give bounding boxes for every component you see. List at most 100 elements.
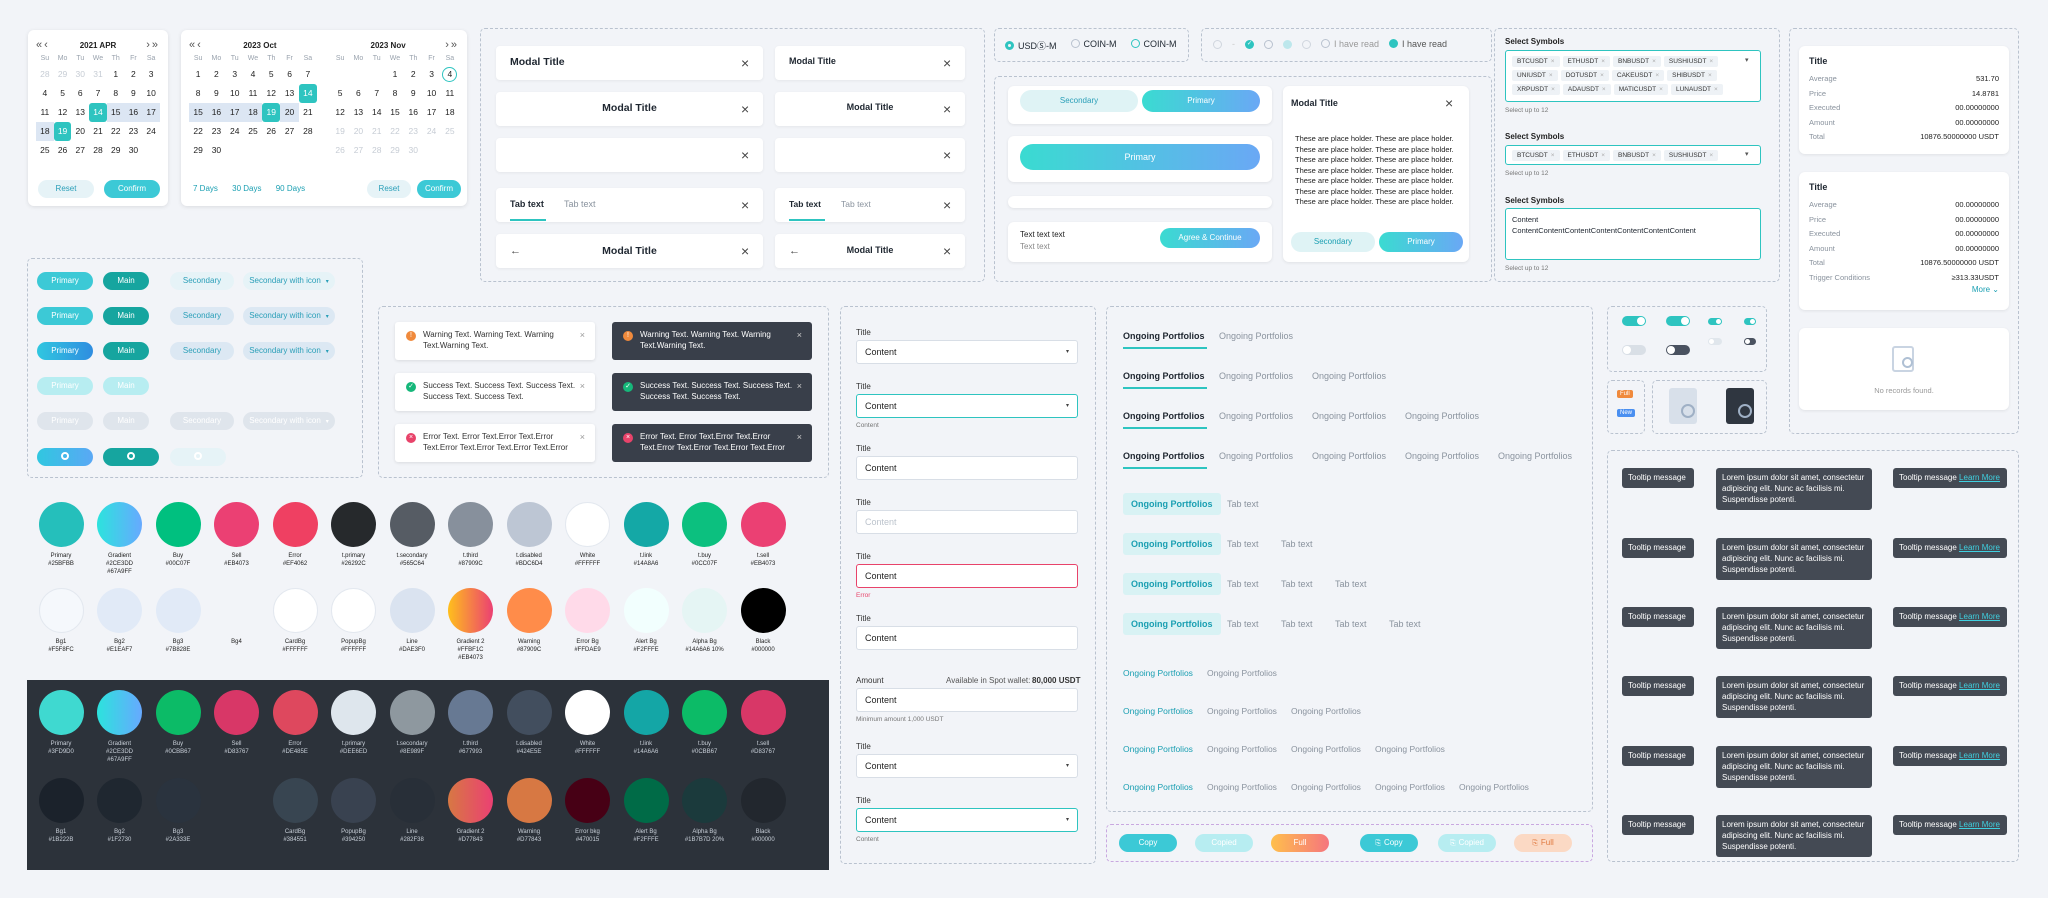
learn-more-link[interactable]: Learn More [1959,543,2000,552]
chip-close-icon[interactable]: × [1659,86,1663,93]
calendar-day[interactable]: 10 [229,88,240,98]
toggle-switch[interactable] [1666,316,1690,326]
calendar-day[interactable]: 2 [214,69,219,79]
calendar-day[interactable]: 11 [40,107,50,117]
calendar-day[interactable]: 28 [371,145,382,155]
tab-ongoing-portfolios[interactable]: Ongoing Portfolios [1312,371,1387,381]
chip-close-icon[interactable]: × [1550,152,1555,159]
calendar-day[interactable]: 13 [353,107,364,117]
symbol-chip[interactable]: BTCUSDT × [1512,56,1560,67]
symbol-chip[interactable]: BTCUSDT × [1512,150,1560,161]
toggle-switch[interactable] [1744,318,1756,325]
copy-button[interactable]: Copied [1195,834,1253,852]
chip-close-icon[interactable]: × [1600,72,1604,79]
tab-ongoing-portfolios[interactable]: Ongoing Portfolios [1312,451,1387,461]
calendar-day[interactable]: 6 [77,88,83,98]
close-icon[interactable]: × [943,147,952,163]
symbol-chip[interactable]: CAKEUSDT × [1611,70,1665,81]
calendar-day[interactable]: 18 [36,122,54,141]
primary-button[interactable]: Primary [37,412,93,430]
calendar-day[interactable]: 10 [146,88,156,98]
tab-ongoing-portfolios[interactable]: Ongoing Portfolios [1123,706,1193,716]
calendar-day[interactable]: 7 [95,88,101,98]
calendar-day[interactable]: 28 [303,126,313,136]
calendar-day[interactable]: 19 [262,103,281,122]
calendar-day[interactable]: 9 [214,88,219,98]
tab-text[interactable]: Tab text [1227,539,1259,549]
calendar-day[interactable]: 3 [429,69,434,79]
chip-close-icon[interactable]: × [1714,86,1718,93]
chip-close-icon[interactable]: × [1548,72,1553,79]
calendar-day[interactable]: 7 [374,88,380,98]
multi-select-2[interactable]: BTCUSDT × ETHUSDT × BNBUSDT × SUSHIUSDT × [1505,145,1761,165]
next-year-icon[interactable]: ›» [146,39,160,51]
next-year-icon[interactable]: ›» [445,39,459,51]
text-input[interactable]: Content [856,456,1078,480]
close-icon[interactable]: × [741,243,750,259]
calendar-day[interactable]: 18 [243,103,263,122]
multi-select-1[interactable]: BTCUSDT × ETHUSDT × BNBUSDT × SUSHIUSDT ×UNIUSD… [1505,50,1761,102]
quick-30-days[interactable]: 30 Days [232,184,262,193]
symbol-chip[interactable]: SUSHIUSDT × [1663,150,1719,161]
arrow-left-icon[interactable]: ← [510,245,521,257]
secondary-with-icon-button[interactable]: Secondary with icon ▾ [243,342,335,360]
calendar-day[interactable]: 5 [60,88,65,98]
close-icon[interactable]: × [796,330,802,340]
calendar-day[interactable]: 23 [408,126,419,136]
symbol-chip[interactable]: DOTUSDT × [1560,70,1609,81]
text-input[interactable]: Content [856,688,1078,712]
tab-ongoing-portfolios[interactable]: Ongoing Portfolios [1123,371,1205,381]
radio-coin-m[interactable]: COIN-M [1070,39,1117,52]
calendar-day[interactable]: 17 [426,107,437,117]
calendar-day[interactable]: 14 [371,107,382,117]
close-icon[interactable]: × [943,55,952,71]
calendar-day[interactable]: 20 [75,126,86,136]
calendar-day[interactable]: 29 [390,145,400,155]
arrow-left-icon[interactable]: ← [789,245,800,257]
secondary-button[interactable]: Secondary [170,412,234,430]
chip-close-icon[interactable]: × [1709,58,1714,65]
calendar-day[interactable]: 26 [335,145,345,155]
tab-ongoing-portfolios[interactable]: Ongoing Portfolios [1375,744,1445,754]
secondary-with-icon-button[interactable]: Secondary with icon ▾ [243,272,335,290]
calendar-day[interactable]: 10 [426,88,437,98]
tab-ongoing-portfolios[interactable]: Ongoing Portfolios [1291,744,1361,754]
calendar-day[interactable]: 29 [193,145,203,155]
close-icon[interactable]: × [741,101,750,117]
chip-close-icon[interactable]: × [1707,72,1712,79]
tab-ongoing-portfolios[interactable]: Ongoing Portfolios [1312,411,1387,421]
calendar-day[interactable]: 29 [110,145,121,155]
main-button[interactable]: Main [103,377,149,395]
tab-text[interactable]: Tab text [1281,619,1313,629]
tab-pill-active[interactable]: Ongoing Portfolios [1123,613,1221,635]
calendar-day[interactable]: 17 [225,103,244,122]
tab-text-active[interactable]: Tab text [789,199,821,209]
secondary-with-icon-button[interactable]: Secondary with icon ▾ [243,307,335,325]
calendar-day[interactable]: 27 [353,145,364,155]
calendar-day[interactable]: 11 [248,88,258,98]
tab-pill-active[interactable]: Ongoing Portfolios [1123,573,1221,595]
toggle-switch[interactable] [1708,318,1722,325]
secondary-button[interactable]: Secondary [1291,232,1375,252]
primary-button[interactable]: Primary [37,272,93,290]
close-icon[interactable]: × [579,432,585,442]
chip-close-icon[interactable]: × [1601,86,1606,93]
secondary-with-icon-button[interactable]: Secondary with icon ▾ [243,412,335,430]
calendar-day[interactable]: 26 [266,126,277,136]
text-input[interactable]: Content [856,510,1078,534]
tab-text[interactable]: Tab text [1227,619,1259,629]
calendar-day[interactable]: 8 [392,88,398,98]
chip-close-icon[interactable]: × [1601,58,1605,65]
main-button[interactable]: Main [103,272,149,290]
main-button[interactable]: Main [103,307,149,325]
calendar-day[interactable]: 28 [40,69,50,79]
select-field[interactable]: Content ▾ [856,340,1078,364]
close-icon[interactable]: × [943,101,952,117]
toggle-switch[interactable] [1708,338,1722,345]
tab-text[interactable]: Tab text [1389,619,1421,629]
checkbox-checked[interactable]: I have read [1389,39,1447,49]
calendar-day[interactable]: 3 [232,69,238,79]
close-icon[interactable]: × [741,147,750,163]
checkbox-unchecked[interactable]: I have read [1321,39,1379,49]
tab-text[interactable]: Tab text [1281,579,1313,589]
